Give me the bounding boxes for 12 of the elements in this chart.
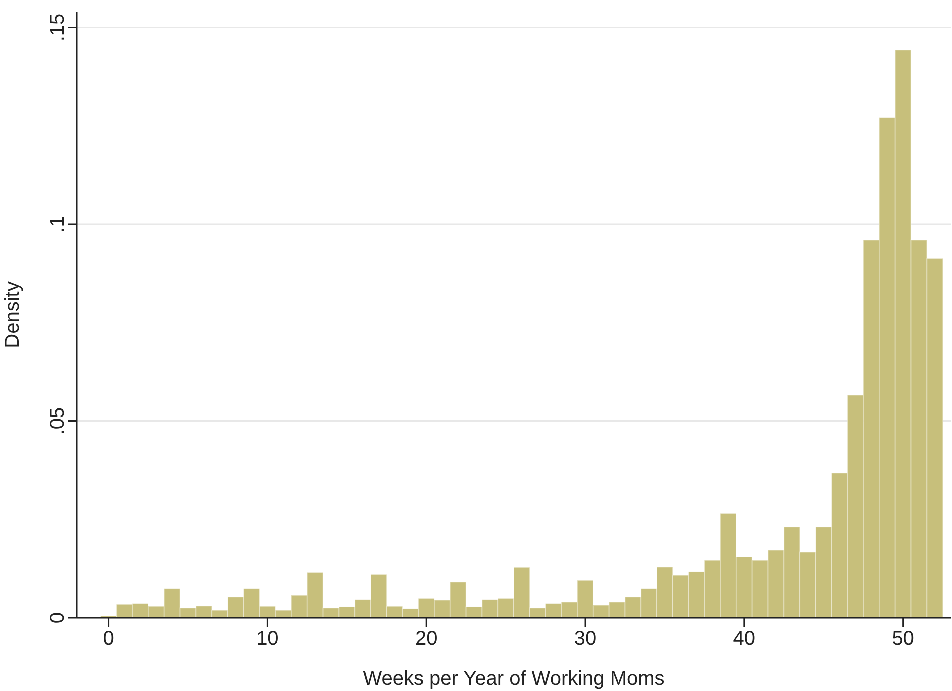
- y-tick-label: .05: [47, 407, 69, 436]
- y-tick-label: 0: [47, 612, 69, 624]
- x-tick-label: 50: [892, 628, 914, 650]
- x-tick-label: 0: [103, 628, 114, 650]
- x-axis-title: Weeks per Year of Working Moms: [363, 668, 665, 690]
- x-tick-label: 40: [733, 628, 756, 650]
- y-axis-title: Density: [2, 282, 24, 348]
- x-tick-label: 10: [256, 628, 279, 650]
- y-tick-label: .15: [47, 14, 69, 42]
- x-tick-label: 30: [574, 628, 597, 650]
- y-tick-label: .1: [47, 216, 69, 233]
- x-tick-label: 20: [415, 628, 438, 650]
